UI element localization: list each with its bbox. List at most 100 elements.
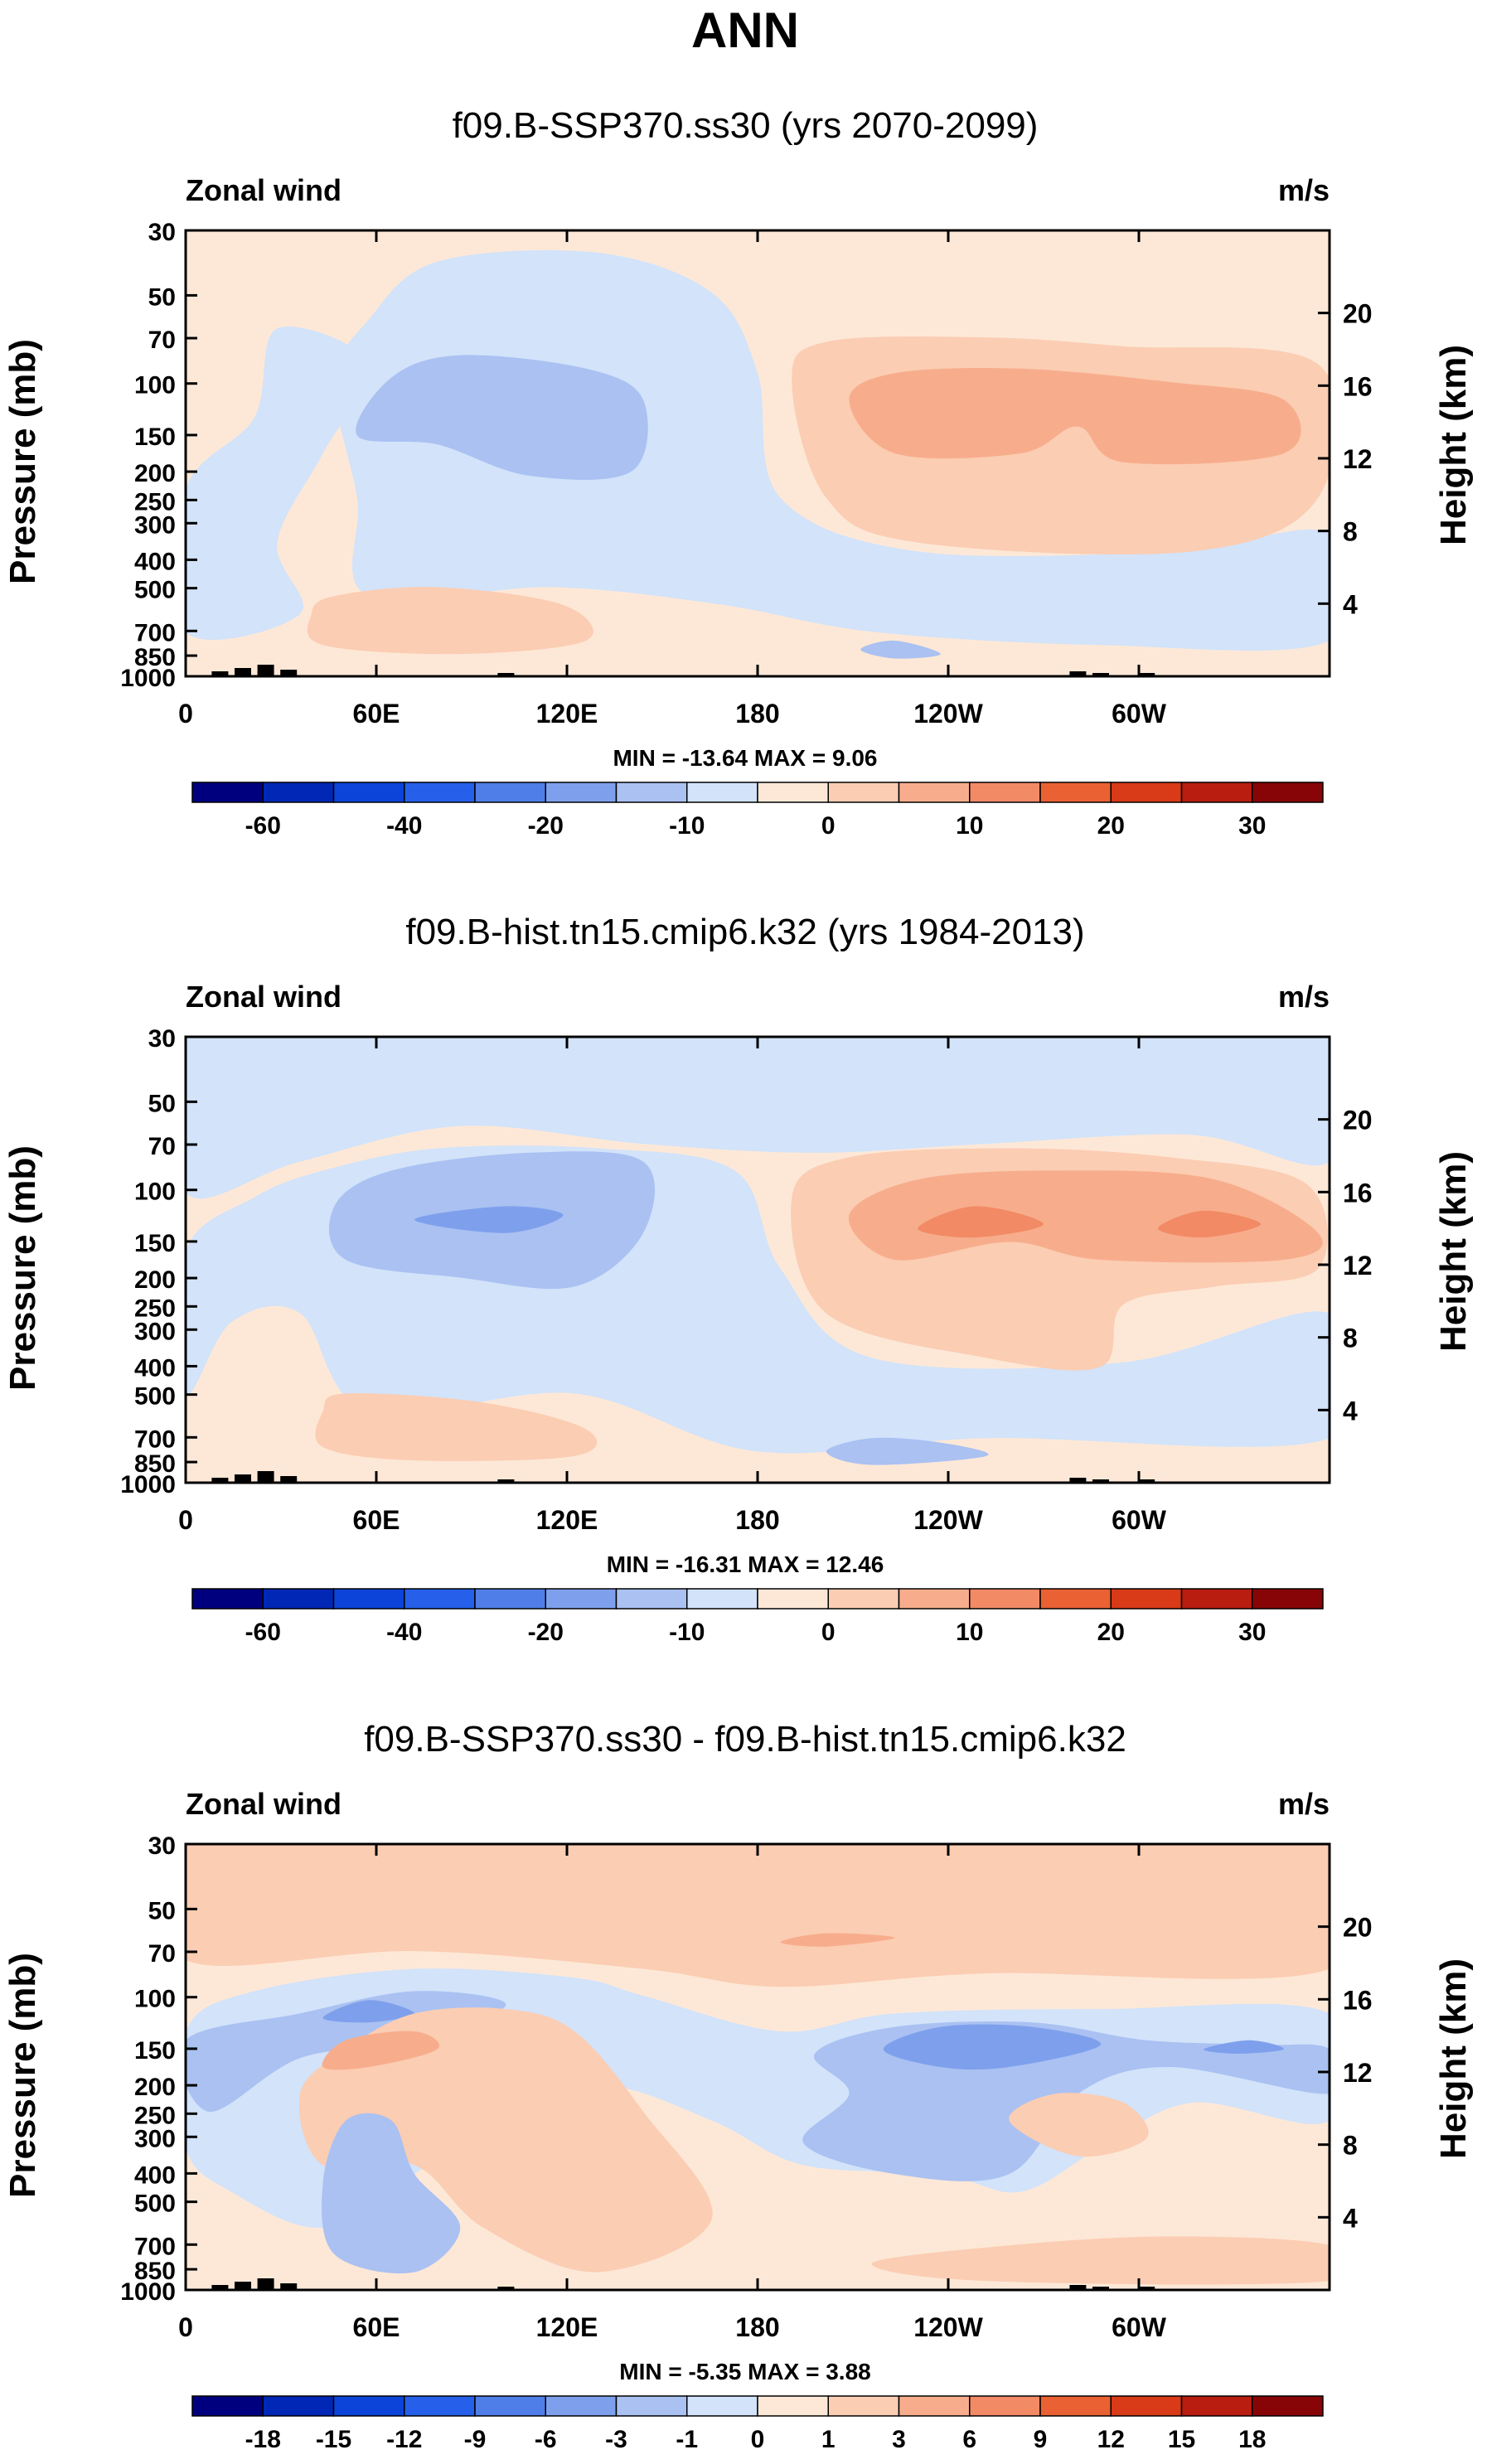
y-tick-label: 70: [148, 1133, 176, 1160]
x-tick-label: 60W: [1112, 2312, 1167, 2342]
colorbar-label: 12: [1097, 2426, 1125, 2453]
variable-label: Zonal wind: [186, 173, 341, 207]
contour-region-3: [356, 355, 648, 480]
y-tick-label: 500: [134, 1383, 176, 1411]
x-tick-label: 120E: [536, 699, 598, 729]
topography-5: [497, 2287, 515, 2290]
x-tick-label: 60W: [1112, 1505, 1167, 1535]
colorbar-swatch: [827, 782, 900, 803]
y-right-tick-label: 4: [1343, 2203, 1358, 2233]
units-label: m/s: [1278, 1787, 1330, 1821]
y-tick-label: 300: [134, 511, 176, 539]
colorbar-swatch: [1110, 782, 1183, 803]
panel-title: f09.B-hist.tn15.cmip6.k32 (yrs 1984-2013…: [405, 912, 1084, 952]
topography-4: [280, 1476, 298, 1483]
topography-1: [211, 671, 229, 676]
colorbar-swatch: [757, 782, 829, 803]
y-tick-label: 250: [134, 1295, 176, 1322]
colorbar-label: 30: [1238, 1619, 1266, 1646]
colorbar-swatch: [1252, 782, 1324, 803]
y-tick-label: 850: [134, 1450, 176, 1478]
min-max-stats: MIN = -16.31 MAX = 12.46: [607, 1551, 884, 1577]
variable-label: Zonal wind: [186, 980, 341, 1014]
contour-region-6: [848, 1170, 1323, 1263]
y-right-tick-label: 12: [1343, 1251, 1373, 1280]
contour-region-2: [186, 1844, 1330, 1987]
y-tick-label: 700: [134, 1426, 176, 1453]
y-tick-label: 200: [134, 460, 176, 487]
y-right-axis-title: Height (km): [1433, 1958, 1474, 2159]
colorbar-swatch: [1110, 2395, 1183, 2417]
y-tick-label: 70: [148, 1940, 176, 1968]
y-tick-label: 30: [148, 1832, 176, 1860]
x-tick-label: 0: [178, 699, 193, 729]
contour-region-6: [307, 587, 593, 655]
x-tick-label: 60E: [353, 1505, 400, 1535]
colorbar-swatch: [545, 782, 618, 803]
colorbar-label: 20: [1097, 812, 1125, 840]
colorbar-swatch: [262, 1588, 335, 1610]
y-tick-label: 250: [134, 2102, 176, 2129]
y-tick-label: 850: [134, 2258, 176, 2285]
topography-4: [280, 670, 298, 676]
colorbar-label: -10: [669, 812, 705, 840]
y-tick-label: 400: [134, 548, 176, 575]
colorbar-label: -15: [316, 2426, 351, 2453]
topography-2: [235, 1474, 251, 1483]
colorbar-swatch: [827, 2395, 900, 2417]
x-tick-label: 120E: [536, 2312, 598, 2342]
y-tick-label: 850: [134, 644, 176, 671]
y-right-tick-label: 8: [1343, 2131, 1358, 2161]
y-axis-title: Pressure (mb): [2, 1145, 43, 1391]
y-tick-label: 700: [134, 2233, 176, 2260]
colorbar-swatch: [1180, 2395, 1253, 2417]
contour-region-5: [849, 367, 1301, 465]
x-tick-label: 120W: [913, 1505, 983, 1535]
colorbar-label: -1: [676, 2426, 698, 2453]
contour-region-7: [860, 640, 941, 659]
colorbar-swatch: [615, 782, 688, 803]
y-tick-label: 50: [148, 283, 176, 311]
x-tick-label: 180: [735, 699, 779, 729]
topography-7: [1092, 2287, 1109, 2290]
y-tick-label: 100: [134, 1179, 176, 1206]
colorbar-swatch: [969, 2395, 1041, 2417]
x-tick-label: 120E: [536, 1505, 598, 1535]
colorbar-swatch: [404, 2395, 476, 2417]
colorbar-swatch: [757, 2395, 829, 2417]
min-max-stats: MIN = -13.64 MAX = 9.06: [613, 745, 877, 771]
colorbar-label: 9: [1034, 2426, 1048, 2453]
y-right-tick-label: 16: [1343, 371, 1373, 401]
colorbar-swatch: [332, 782, 405, 803]
colorbar-label: 10: [956, 1619, 983, 1646]
colorbar-swatch: [686, 1588, 758, 1610]
colorbar-swatch: [686, 782, 758, 803]
colorbar-swatch: [615, 2395, 688, 2417]
contour-region-7: [918, 1206, 1044, 1238]
x-tick-label: 120W: [913, 2312, 983, 2342]
topography-3: [257, 1471, 274, 1483]
colorbar-swatch: [1252, 1588, 1324, 1610]
y-tick-label: 70: [148, 327, 176, 354]
contour-region-9: [1204, 2040, 1284, 2054]
topography-4: [280, 2283, 298, 2290]
colorbar-swatch: [474, 1588, 546, 1610]
topography-2: [235, 668, 251, 676]
colorbar-swatch: [191, 1588, 264, 1610]
y-right-tick-label: 20: [1343, 299, 1373, 329]
colorbar-swatch: [827, 1588, 900, 1610]
topography-6: [1069, 2285, 1087, 2290]
y-right-tick-label: 4: [1343, 589, 1358, 619]
y-tick-label: 30: [148, 219, 176, 246]
contour-field: [186, 1844, 1330, 2290]
colorbar-swatch: [1110, 1588, 1183, 1610]
y-tick-label: 500: [134, 2190, 176, 2218]
topography-1: [211, 1478, 229, 1483]
contour-field: [186, 230, 1330, 676]
topography-8: [1138, 1479, 1155, 1483]
colorbar-swatch: [404, 1588, 476, 1610]
colorbar-label: 0: [821, 1619, 836, 1646]
y-right-axis-title: Height (km): [1433, 345, 1474, 545]
y-tick-label: 150: [134, 2037, 176, 2065]
